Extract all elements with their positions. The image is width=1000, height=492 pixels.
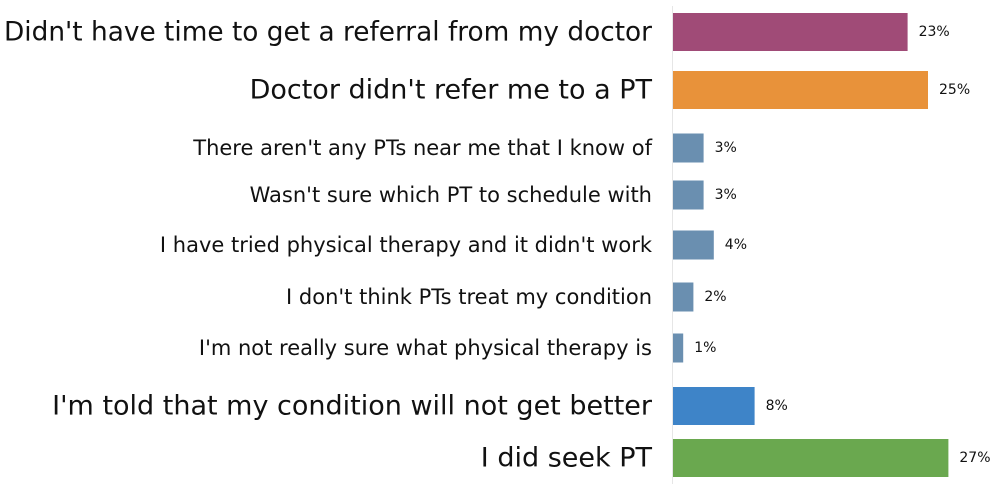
bar-3 bbox=[673, 180, 704, 210]
value-label-1: 25% bbox=[939, 82, 970, 98]
category-label-6: I'm not really sure what physical therap… bbox=[199, 336, 652, 360]
value-label-6: 1% bbox=[694, 340, 716, 356]
bar-4 bbox=[673, 230, 714, 260]
bar-1 bbox=[673, 71, 928, 109]
bar-7 bbox=[673, 387, 755, 425]
category-labels: Didn't have time to get a referral from … bbox=[4, 17, 653, 474]
bar-0 bbox=[673, 13, 908, 51]
category-label-2: There aren't any PTs near me that I know… bbox=[192, 136, 652, 160]
bars-layer bbox=[673, 13, 949, 477]
bar-5 bbox=[673, 282, 694, 312]
bar-8 bbox=[673, 439, 949, 477]
value-labels: 23% 25% 3% 3% 4% 2% 1% 8% 27% bbox=[694, 24, 990, 466]
category-label-3: Wasn't sure which PT to schedule with bbox=[250, 183, 652, 207]
category-label-8: I did seek PT bbox=[481, 443, 653, 474]
bar-2 bbox=[673, 133, 704, 163]
value-label-8: 27% bbox=[959, 450, 990, 466]
value-label-3: 3% bbox=[715, 187, 737, 203]
value-label-7: 8% bbox=[766, 398, 788, 414]
value-label-5: 2% bbox=[704, 289, 726, 305]
category-label-5: I don't think PTs treat my condition bbox=[286, 285, 652, 309]
category-label-7: I'm told that my condition will not get … bbox=[52, 391, 653, 422]
value-label-0: 23% bbox=[919, 24, 950, 40]
category-label-1: Doctor didn't refer me to a PT bbox=[250, 75, 653, 106]
value-label-4: 4% bbox=[725, 237, 747, 253]
category-label-4: I have tried physical therapy and it did… bbox=[160, 233, 653, 257]
category-label-0: Didn't have time to get a referral from … bbox=[4, 17, 653, 48]
value-label-2: 3% bbox=[715, 140, 737, 156]
bar-6 bbox=[673, 333, 684, 363]
